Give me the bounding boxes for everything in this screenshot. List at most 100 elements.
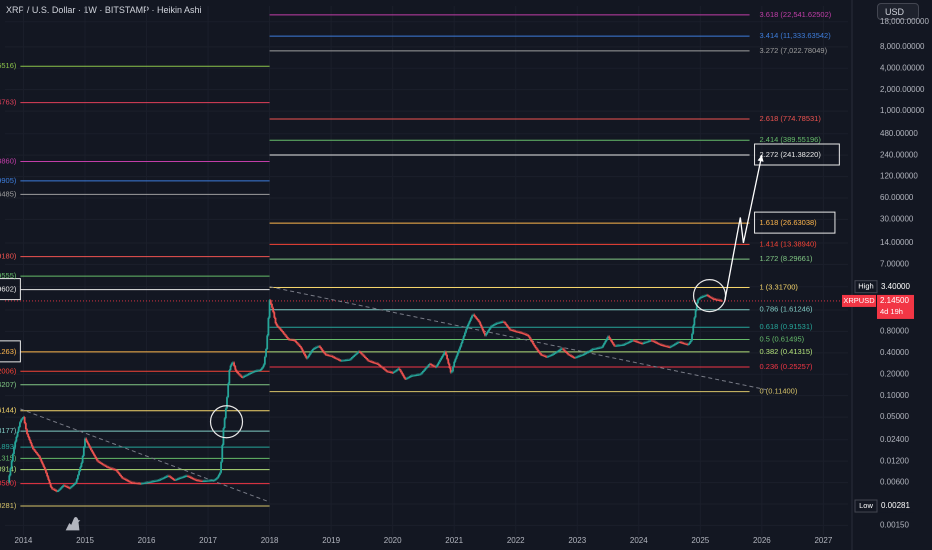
candle-body <box>325 354 328 356</box>
candle-body <box>715 299 718 301</box>
fib-level-label-left: 3.272 (67.46485) <box>0 189 17 198</box>
candle-body <box>246 374 249 376</box>
x-tick-label: 2017 <box>199 536 217 545</box>
fib-level-label-left: 0.618 (0.01893) <box>0 442 17 451</box>
candle-body <box>538 351 541 354</box>
candle-body <box>568 354 570 356</box>
candle-body <box>210 480 213 482</box>
candle-body <box>688 342 691 345</box>
candle-body <box>168 475 170 477</box>
fib-level-label-right: 2.272 (241.38220) <box>760 150 822 159</box>
candle-body <box>326 354 329 356</box>
candle-body <box>72 484 75 487</box>
candle-body <box>558 350 561 352</box>
candle-body <box>405 378 408 380</box>
y-tick-label: 480.00000 <box>880 129 918 138</box>
candle-body <box>452 366 454 372</box>
candle-body <box>485 333 488 336</box>
candle-body <box>695 303 698 311</box>
candle-body <box>488 328 491 331</box>
candle-body <box>494 323 497 325</box>
candle-body <box>307 355 310 358</box>
candle-body <box>410 375 413 377</box>
currency-button[interactable]: USD <box>877 3 919 20</box>
candle-body <box>617 345 620 347</box>
candle-body <box>190 477 193 479</box>
candle-body <box>197 480 200 482</box>
candle-body <box>144 482 147 484</box>
candle-body <box>112 468 115 470</box>
candle-body <box>217 475 220 478</box>
candle-body <box>188 476 191 478</box>
candle-body <box>579 355 582 357</box>
candle-body <box>156 480 159 482</box>
candle-body <box>712 298 715 300</box>
candle-body <box>518 332 521 334</box>
candle-body <box>415 374 418 376</box>
candle-body <box>13 446 15 454</box>
candle-body <box>110 467 112 469</box>
candle-body <box>401 372 404 375</box>
candle-body <box>259 369 262 371</box>
candle-body <box>505 323 508 326</box>
candle-body <box>478 320 480 323</box>
candle-body <box>114 469 117 471</box>
candle-body <box>631 340 634 342</box>
candle-body <box>390 372 393 374</box>
candle-body <box>513 330 516 332</box>
candle-body <box>131 482 134 484</box>
candle-body <box>665 345 667 347</box>
candle-body <box>41 461 44 465</box>
fib-level-label-left: 1 (0.06144) <box>0 406 17 415</box>
fib-level-label-left: 1.272 (0.14207) <box>0 380 17 389</box>
high-marker-label: High <box>858 282 873 291</box>
candle-body <box>534 346 537 349</box>
candle-body <box>27 434 30 438</box>
candle-body <box>517 331 519 333</box>
candle-body <box>66 486 69 488</box>
candle-body <box>330 355 333 357</box>
candle-body <box>602 344 605 347</box>
candle-body <box>542 354 544 356</box>
candle-body <box>317 346 320 348</box>
fib-level-label-right: 3.618 (22,541.62502) <box>760 10 832 19</box>
candle-body <box>575 357 577 359</box>
candle-body <box>521 332 524 334</box>
x-tick-label: 2025 <box>691 536 709 545</box>
candle-body <box>203 480 206 482</box>
candle-body <box>26 429 28 435</box>
candle-body <box>106 466 109 468</box>
candle-body <box>48 479 51 484</box>
candle-body <box>584 353 587 355</box>
candle-body <box>372 362 375 364</box>
candle-body <box>337 359 340 361</box>
candle-body <box>433 365 435 367</box>
fib-highlight-box-left <box>0 340 21 363</box>
candle-body <box>98 461 101 463</box>
x-tick-label: 2019 <box>322 536 340 545</box>
candle-body <box>402 374 405 377</box>
y-tick-label: 0.01200 <box>880 456 909 465</box>
candle-body <box>297 343 299 345</box>
candle-body <box>369 361 372 363</box>
candle-body <box>493 324 496 326</box>
candle-body <box>608 336 611 339</box>
candle-body <box>701 296 704 298</box>
candle-body <box>86 440 89 444</box>
candle-body <box>50 486 53 489</box>
candle-body <box>358 351 361 353</box>
candle-body <box>420 373 422 375</box>
candle-body <box>159 479 162 481</box>
candle-body <box>630 340 633 342</box>
candle-body <box>101 463 104 465</box>
y-tick-label: 14.00000 <box>880 238 914 247</box>
x-tick-label: 2016 <box>138 536 156 545</box>
candle-body <box>559 349 562 351</box>
candle-body <box>136 483 138 485</box>
candle-body <box>306 357 309 359</box>
candle-body <box>198 480 201 482</box>
y-tick-label: 0.10000 <box>880 391 909 400</box>
candle-body <box>362 354 364 356</box>
